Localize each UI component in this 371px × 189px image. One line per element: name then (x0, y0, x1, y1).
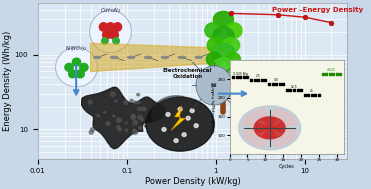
Y-axis label: Energy Density (Wh/kg): Energy Density (Wh/kg) (3, 31, 12, 131)
Text: Electrochemical
Oxidation: Electrochemical Oxidation (162, 68, 212, 79)
X-axis label: Power Density (kW/kg): Power Density (kW/kg) (145, 177, 240, 186)
Text: Power –Energy Density: Power –Energy Density (272, 7, 363, 13)
